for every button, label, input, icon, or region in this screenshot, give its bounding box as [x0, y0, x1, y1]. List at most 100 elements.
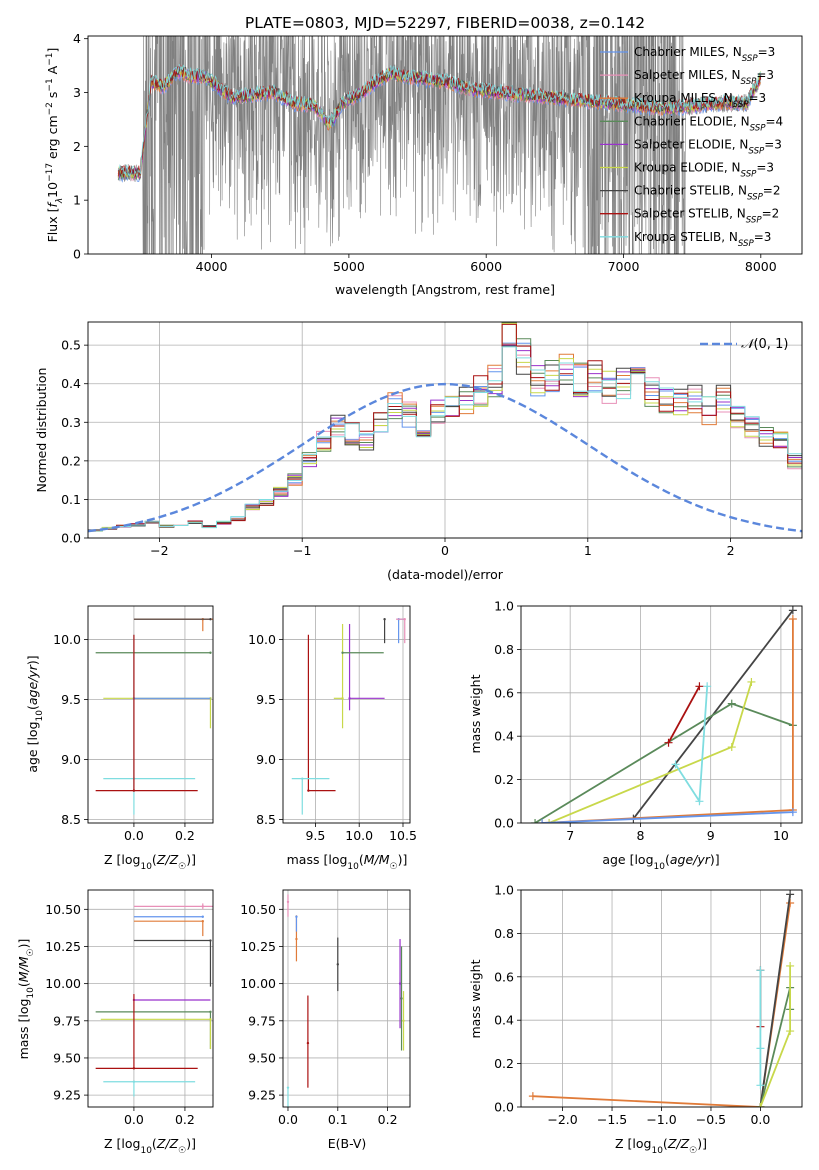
y-axis-label-part: −17: [45, 163, 55, 182]
panel1-xtick-label: 0: [441, 543, 449, 558]
weight-marker: [671, 760, 680, 769]
legend-label: Salpeter STELIB, NSSP=2: [634, 207, 779, 226]
legend-label-gaussian-part: (0, 1): [753, 337, 788, 352]
panel7-ytick-label: 0.4: [494, 1013, 514, 1028]
panel6-plot-area: [286, 894, 405, 1107]
y-axis-label-part: mass [: [16, 1018, 31, 1060]
weight-marker: [528, 1092, 537, 1101]
x-axis-label-part: Z [: [104, 1136, 121, 1151]
panel6-ytick-label: 10.00: [240, 976, 276, 991]
x-axis-label-part: Z [: [104, 852, 121, 867]
x-axis-label-part: 10: [654, 862, 666, 872]
x-axis-label-part: )]: [398, 852, 408, 867]
data-point: [209, 1018, 212, 1021]
y-axis-label: mass weight: [468, 674, 483, 753]
weight-marker: [788, 615, 797, 624]
y-axis-label-part: 10: [45, 182, 60, 198]
panel4-ytick-label: 0.4: [494, 729, 514, 744]
legend-label-part: =4: [765, 114, 783, 128]
panel3-ytick-label: 10.0: [248, 632, 276, 647]
panel7-xtick-label: −1.5: [597, 1112, 627, 1127]
panel1-ytick-label: 0.4: [61, 376, 81, 391]
model-spectrum-line: [117, 68, 762, 182]
weight-marker: [664, 738, 673, 747]
panel7-ytick-label: 0.0: [494, 1100, 514, 1115]
panel3-plot-area: [291, 617, 406, 815]
panel2-plot-area: [95, 617, 213, 815]
data-point: [341, 651, 344, 654]
y-axis-label-part: age [: [25, 741, 40, 773]
histogram-step-line: [88, 322, 802, 531]
legend-label-part: Salpeter ELODIE, N: [634, 137, 748, 151]
legend-label-part: =3: [758, 45, 776, 59]
weight-marker: [756, 1044, 765, 1053]
legend-label-part: Salpeter MILES, N: [634, 68, 741, 82]
y-axis-label: mass weight: [468, 959, 483, 1038]
y-axis-label-part: λ: [55, 198, 65, 204]
data-point: [132, 789, 136, 792]
panel0-xtick-label: 7000: [608, 259, 640, 274]
data-point: [398, 982, 402, 985]
x-axis-label-part: log: [121, 1136, 140, 1151]
panel3-ytick-label: 8.5: [256, 812, 276, 827]
panel1-ytick-label: 0.5: [61, 338, 81, 353]
y-axis-label-part: ☉: [26, 948, 36, 956]
gaussian-reference-line: [88, 382, 802, 533]
data-point: [301, 777, 304, 780]
y-axis-label-part: f: [45, 202, 60, 208]
y-axis-label: Flux [fλ10−17 erg cm−2 s−1 A−1]: [45, 48, 65, 243]
data-point: [402, 1019, 405, 1022]
weight-marker: [788, 808, 797, 817]
x-axis-label-part: Z/Z: [667, 1136, 690, 1151]
panel5-ytick-label: 9.25: [53, 1088, 81, 1103]
y-axis-label-part: )]: [16, 939, 31, 949]
panel5-ytick-label: 9.50: [53, 1050, 81, 1065]
legend-label-part: Salpeter STELIB, N: [634, 207, 746, 221]
y-axis-label: mass [log10(M/M☉)]: [16, 939, 36, 1060]
x-axis-label-part: 10: [140, 862, 152, 872]
model-spectrum-line: [118, 64, 762, 178]
weight-line: [534, 702, 794, 823]
x-axis-label-part: )]: [697, 1136, 707, 1151]
data-point: [348, 697, 351, 700]
panel5-ytick-label: 9.75: [53, 1013, 81, 1028]
panel2-xtick-label: 0.0: [124, 828, 144, 843]
legend-label: Salpeter ELODIE, NSSP=3: [634, 137, 782, 156]
panel6-xtick-label: 0.0: [278, 1112, 298, 1127]
panel4-ytick-label: 0.6: [494, 685, 514, 700]
panel4-xtick-label: 10: [773, 828, 789, 843]
legend-label: Chabrier STELIB, NSSP=2: [634, 184, 781, 203]
panel6-ytick-label: 9.50: [248, 1050, 276, 1065]
x-axis-label: Z [log10(Z/Z☉)]: [615, 1136, 707, 1156]
legend-label: Salpeter MILES, NSSP=3: [634, 68, 774, 87]
panel6-ytick-label: 10.25: [240, 939, 276, 954]
legend-label-part: =3: [749, 91, 767, 105]
y-axis-label-part: −1: [45, 78, 55, 91]
x-axis-label-part: log: [632, 1136, 651, 1151]
panel1-xtick-label: −2: [150, 543, 168, 558]
legend-label-part: =2: [762, 207, 780, 221]
weight-marker: [538, 819, 547, 823]
x-axis-label: Z [log10(Z/Z☉)]: [104, 852, 196, 872]
legend-label-part: SSP: [733, 100, 750, 110]
panel1-xtick-label: 1: [584, 543, 592, 558]
panel2-xtick-label: 0.2: [175, 828, 195, 843]
panel5-ytick-label: 10.25: [45, 939, 81, 954]
data-point: [201, 920, 204, 923]
weight-marker: [727, 743, 736, 752]
panel3-xtick-label: 9.5: [305, 828, 325, 843]
x-axis-label-part: (: [359, 852, 364, 867]
data-point: [403, 617, 406, 621]
panel1-ytick-label: 0.2: [61, 453, 81, 468]
data-point: [295, 937, 298, 941]
x-axis-label-part: age/yr: [670, 852, 711, 867]
panel3-frame: [282, 605, 411, 824]
legend-label-part: =3: [764, 137, 782, 151]
histogram-step-line: [88, 345, 802, 531]
panel7-ytick-label: 1.0: [494, 883, 514, 898]
panel3-ytick-label: 9.0: [256, 752, 276, 767]
panel4-ytick-label: 0.8: [494, 642, 514, 657]
histogram-step-line: [88, 342, 802, 531]
x-axis-label-part: Z/Z: [156, 1136, 179, 1151]
panel0-ytick-label: 0: [73, 247, 81, 262]
